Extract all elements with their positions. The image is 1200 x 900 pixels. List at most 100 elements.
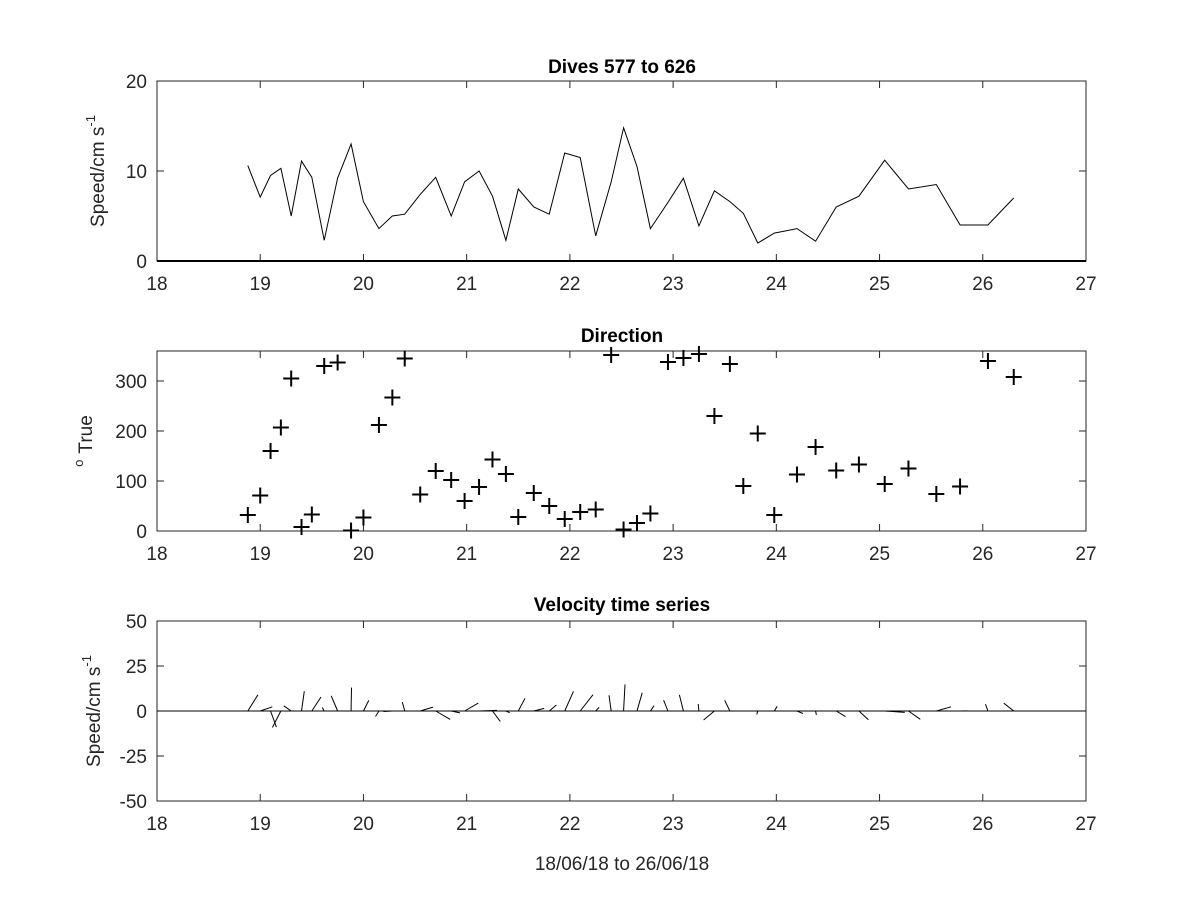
velocity-stick: [564, 691, 574, 712]
velocity-x-tick-label: 20: [353, 814, 374, 835]
speed-x-tick-label: 27: [1075, 274, 1096, 295]
panel-speed: Dives 577 to 626 Speed/cm s-1 18 19 20 21 22…: [83, 57, 1097, 295]
direction-point-marker: [412, 486, 429, 503]
speed-x-tick-label: 25: [869, 274, 890, 295]
velocity-y-tick-label: -50: [120, 792, 147, 813]
direction-point-marker: [262, 443, 279, 459]
velocity-stick: [362, 700, 370, 712]
direction-point-marker: [735, 478, 752, 494]
velocity-stick: [479, 709, 498, 712]
velocity-plot-area: 18 19 20 21 22 23 24 25 26 27 -50 -25 0 25 50: [120, 612, 1097, 835]
direction-point-marker: [706, 408, 723, 424]
direction-x-tick-label: 22: [559, 544, 580, 565]
panel-direction: Direction o True 18 19 20 21 22 23 24 25 26 27 0 100…: [71, 326, 1097, 565]
velocity-stick: [321, 707, 325, 712]
speed-x-tick-label: 26: [972, 274, 993, 295]
direction-point-marker: [484, 451, 501, 468]
speed-y-axis-label-base: Speed/cm s: [88, 127, 109, 227]
velocity-stick: [663, 700, 669, 712]
direction-plot-area: 18 19 20 21 22 23 24 25 26 27 0 100 200 300: [115, 346, 1097, 565]
speed-x-tick-label: 21: [456, 274, 477, 295]
direction-x-tick-label: 26: [972, 544, 993, 565]
direction-axes-box: [156, 350, 1087, 532]
direction-point-marker: [876, 476, 893, 492]
speed-plot-title: Dives 577 to 626: [548, 57, 696, 78]
direction-point-marker: [471, 479, 488, 495]
direction-x-tick-label: 25: [869, 544, 890, 565]
direction-x-tick-label: 21: [456, 544, 477, 565]
direction-point-marker: [272, 419, 289, 436]
velocity-stick: [623, 684, 626, 712]
velocity-y-tick-label: 25: [126, 657, 147, 678]
velocity-x-tick-label: 24: [766, 814, 788, 835]
speed-x-tick-label: 22: [559, 274, 580, 295]
direction-point-marker: [828, 462, 845, 479]
direction-point-marker: [900, 460, 917, 477]
speed-x-tick-label: 24: [766, 274, 788, 295]
direction-x-tick-label: 24: [766, 544, 788, 565]
velocity-stick: [330, 695, 339, 712]
direction-point-marker: [355, 509, 372, 526]
velocity-y-tick-label: 0: [136, 702, 147, 723]
direction-x-tick-label: 20: [353, 544, 374, 565]
direction-point-marker: [659, 354, 676, 370]
direction-point-marker: [628, 515, 645, 531]
velocity-stick: [985, 704, 989, 712]
direction-point-marker: [766, 507, 783, 523]
direction-point-marker: [525, 485, 542, 501]
velocity-stick: [796, 710, 804, 714]
direction-point-marker: [1005, 369, 1022, 385]
direction-x-tick-label: 18: [146, 544, 167, 565]
speed-plot-area: 18 19 20 21 22 23 24 25 26 27 0 10 20: [126, 72, 1097, 295]
velocity-stick: [451, 710, 461, 714]
direction-point-marker: [283, 370, 300, 387]
direction-y-tick-label: 200: [115, 422, 147, 443]
direction-point-marker: [807, 439, 824, 455]
velocity-stick: [548, 704, 557, 712]
direction-point-marker: [427, 463, 444, 479]
direction-point-marker: [572, 504, 589, 520]
speed-x-tick-label: 19: [250, 274, 271, 295]
velocity-x-tick-label: 21: [456, 814, 477, 835]
velocity-stick: [420, 706, 434, 712]
velocity-x-tick-label: 23: [663, 814, 684, 835]
velocity-stick: [383, 710, 393, 712]
direction-point-marker: [642, 505, 659, 522]
direction-point-marker: [788, 466, 805, 483]
direction-point-marker: [541, 498, 558, 514]
direction-point-marker: [850, 456, 867, 473]
velocity-stick: [595, 706, 600, 712]
direction-y-axis-label-sup: o: [71, 460, 86, 467]
velocity-y-axis-label-sup: -1: [79, 655, 94, 667]
velocity-stick: [283, 705, 292, 712]
direction-x-tick-label: 23: [663, 544, 684, 565]
direction-point-marker: [615, 521, 632, 538]
velocity-stick: [773, 706, 778, 712]
direction-y-tick-label: 0: [136, 522, 147, 543]
velocity-stick: [311, 696, 322, 712]
velocity-stick: [375, 710, 380, 717]
velocity-x-axis-label: 18/06/18 to 26/06/18: [535, 854, 709, 875]
direction-point-marker: [316, 358, 333, 374]
velocity-stick: [492, 710, 501, 722]
velocity-stick: [649, 705, 655, 712]
direction-point-marker: [979, 353, 996, 369]
panel-velocity: Velocity time series Speed/cm s-1 18/06/…: [79, 595, 1097, 875]
velocity-stick: [464, 702, 479, 712]
direction-point-marker: [721, 356, 738, 372]
direction-point-marker: [556, 511, 573, 527]
direction-point-marker: [928, 486, 945, 502]
direction-point-marker: [510, 509, 527, 525]
direction-y-tick-label: 300: [115, 372, 147, 393]
velocity-x-tick-label: 27: [1075, 814, 1096, 835]
velocity-stick: [533, 707, 545, 712]
direction-point-marker: [690, 346, 707, 362]
velocity-stick: [270, 710, 277, 728]
speed-y-axis-label: Speed/cm s-1: [83, 115, 109, 227]
velocity-y-axis-label-base: Speed/cm s: [84, 667, 105, 767]
speed-x-tick-label: 18: [146, 274, 167, 295]
direction-point-marker: [252, 487, 269, 504]
velocity-stick: [724, 700, 731, 712]
